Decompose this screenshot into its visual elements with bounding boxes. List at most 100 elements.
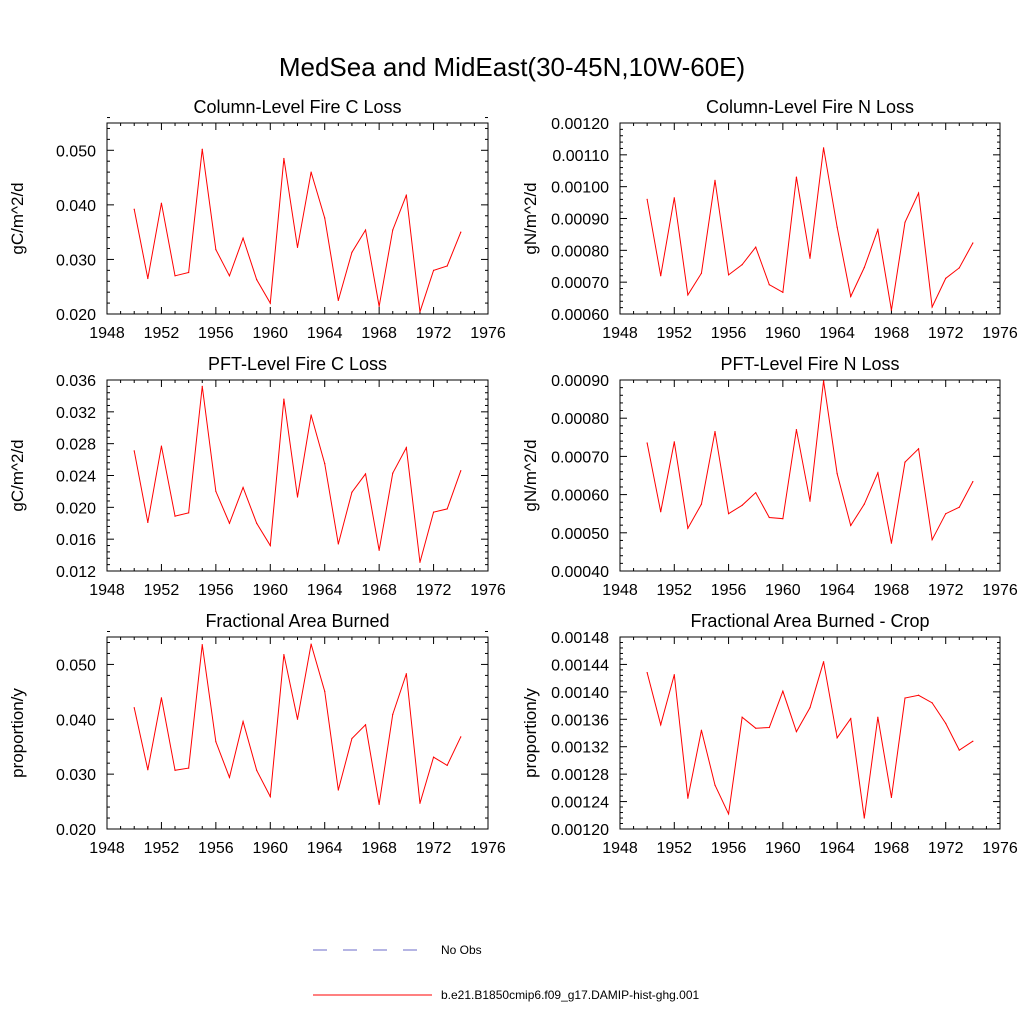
data-point [877,472,879,474]
data-point [337,543,339,545]
x-tick-label: 1960 [252,840,288,857]
y-tick-label: 0.036 [56,373,96,390]
data-point [917,694,920,696]
panels-group: Column-Level Fire C Loss 1948 1952 1956 1960… [8,97,1018,857]
data-point [809,707,811,709]
data-point [890,542,893,544]
x-tick-label: 1948 [602,840,638,857]
data-point [215,249,217,251]
y-tick-label: 0.00060 [551,488,609,505]
chart-panel-5: Fractional Area Burned 1948 1952 1956 1960 19… [8,611,506,857]
y-tick-label: 0.00090 [551,212,609,229]
data-point [296,246,299,249]
data-point [188,767,190,769]
data-point [337,789,339,791]
data-point [972,242,974,244]
data-point [768,516,770,519]
y-tick-label: 0.032 [56,405,96,422]
data-point [673,674,675,676]
data-point [822,380,825,382]
y-tick-label: 0.040 [56,712,96,729]
data-point [836,737,838,739]
data-point [201,148,203,150]
data-point [877,229,879,231]
x-tick-label: 1972 [416,325,452,342]
data-point [700,503,703,505]
data-point [174,515,176,517]
chart-panel-2: Column-Level Fire N Loss 1948 1952 1956 1960… [521,97,1018,342]
y-axis-label: proportion/y [8,688,27,778]
data-point [378,803,380,805]
data-point [945,513,947,515]
x-tick-label: 1956 [198,325,234,342]
data-point [256,522,258,524]
y-tick-label: 0.00090 [551,373,609,390]
data-point [324,690,326,692]
data-point [432,756,435,758]
data-point [646,198,648,200]
data-point [850,524,852,527]
data-point [378,305,380,307]
data-point [795,731,798,733]
data-point [147,277,149,280]
y-tick-label: 0.00070 [551,275,609,292]
data-point [931,539,933,541]
data-point [296,718,299,720]
chart-panel-3: PFT-Level Fire C Loss 1948 1952 1956 1960 196… [8,354,506,599]
x-tick-label: 1972 [928,325,964,342]
data-point [809,257,811,259]
x-tick-label: 1952 [656,840,692,857]
data-point [324,462,326,465]
data-point [160,202,163,204]
data-point [256,279,258,281]
y-tick-label: 0.00132 [551,740,609,757]
data-point [228,522,231,524]
data-point [972,740,974,742]
data-point [727,813,730,815]
data-point [283,157,285,160]
data-point [296,496,299,498]
data-point [755,492,757,494]
data-point [147,521,149,524]
x-tick-label: 1952 [144,325,180,342]
panel-title: PFT-Level Fire N Loss [720,354,899,374]
data-point [364,724,367,726]
data-point [917,448,920,450]
y-tick-label: 0.028 [56,437,96,454]
data-point [904,697,906,699]
data-point [351,251,353,253]
x-tick-label: 1976 [470,582,506,599]
data-point [160,697,163,699]
data-point [836,472,838,475]
data-point [755,246,757,248]
x-tick-label: 1956 [198,582,234,599]
data-point [188,512,190,514]
data-point [836,226,838,228]
x-tick-label: 1964 [819,840,855,857]
y-tick-label: 0.00128 [551,767,609,784]
data-point [673,197,675,199]
data-point [351,491,353,493]
data-point [660,275,662,277]
x-tick-label: 1968 [874,582,910,599]
data-point [822,661,825,663]
data-point [419,311,421,313]
x-tick-label: 1972 [928,840,964,857]
x-tick-label: 1964 [307,325,343,342]
x-tick-label: 1972 [928,582,964,599]
data-point [446,265,448,267]
data-point [917,192,920,194]
data-point [714,179,716,181]
data-point [405,673,407,675]
data-point [768,284,770,286]
x-tick-label: 1968 [361,325,397,342]
data-point [392,229,394,231]
data-point [174,769,176,771]
data-point [660,511,662,513]
data-point [283,653,285,656]
x-tick-label: 1948 [89,325,125,342]
y-tick-label: 0.00148 [551,630,609,647]
data-point [714,784,716,786]
x-tick-label: 1964 [819,325,855,342]
data-point [958,749,960,751]
